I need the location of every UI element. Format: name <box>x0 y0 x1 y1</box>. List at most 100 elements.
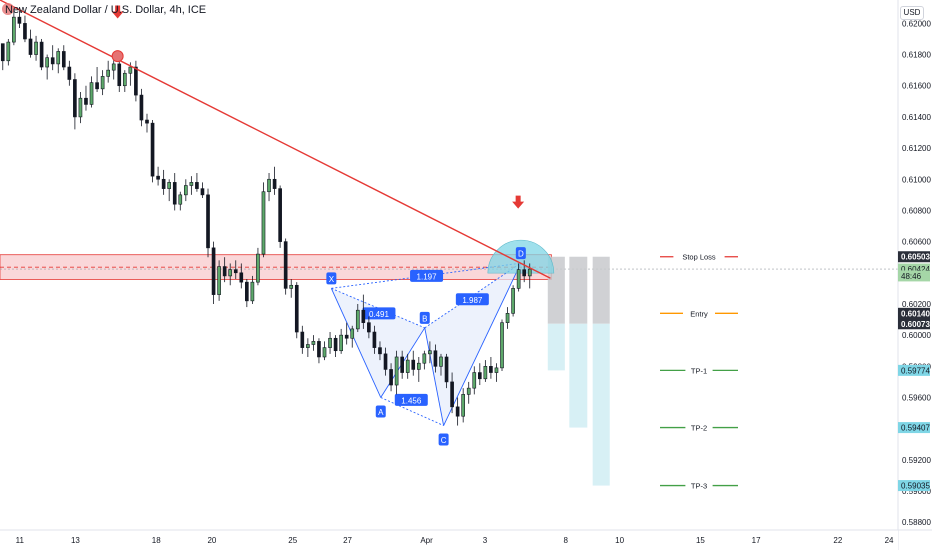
candle-up <box>311 341 316 345</box>
candle-up <box>89 82 94 105</box>
candle-up <box>289 284 294 289</box>
candle-down <box>28 38 33 55</box>
ratio-ac <box>380 397 444 426</box>
x-tick-label: Apr <box>420 536 433 545</box>
x-tick-label: 20 <box>207 536 216 545</box>
x-tick-label: 24 <box>885 536 894 545</box>
candle-up <box>167 182 172 189</box>
ratio-label: 1.456 <box>401 396 422 405</box>
point-label-b: B <box>422 314 427 323</box>
x-tick-label: 11 <box>16 536 25 545</box>
candle-up <box>472 372 477 389</box>
point-badge-b <box>419 311 430 324</box>
candle-up <box>355 309 360 330</box>
point-badge-a <box>375 405 386 418</box>
reward-box-1 <box>547 323 565 371</box>
level-label-bg <box>673 251 725 262</box>
time-axis-bg <box>0 530 898 550</box>
level-label-tp-1: TP-1 <box>691 366 707 375</box>
x-tick-label: 10 <box>615 536 624 545</box>
candle-up <box>322 347 327 358</box>
candle-up <box>339 334 343 352</box>
candle-down <box>222 266 227 277</box>
leg-bc <box>424 327 445 426</box>
level-label-stop-loss: Stop Loss <box>682 253 716 262</box>
risk-box-3 <box>592 256 610 324</box>
reward-box-3 <box>592 323 610 486</box>
y-tick-label: 0.61200 <box>902 144 931 153</box>
candle-up <box>261 191 266 255</box>
candle-up <box>439 356 443 367</box>
candle-down <box>367 322 371 333</box>
candle-down <box>294 284 299 333</box>
candle-down <box>134 66 138 96</box>
x-tick-label: 18 <box>152 536 161 545</box>
candle-down <box>206 194 210 249</box>
y-tick-label: 0.60200 <box>902 300 931 309</box>
candle-down <box>455 406 460 417</box>
price-axis[interactable]: 0.62000 0.61800 0.61600 0.61400 0.61200 0.610… <box>897 0 932 550</box>
candle-down <box>39 41 44 68</box>
candle-up <box>45 57 49 68</box>
price-badge <box>898 480 930 492</box>
price-badge <box>898 251 930 263</box>
leg-cd <box>443 262 522 426</box>
trend-touch-point <box>111 50 124 63</box>
candle-down <box>0 43 5 62</box>
candle-up <box>6 41 11 62</box>
candle-up <box>328 337 332 348</box>
level-label-bg <box>685 365 713 376</box>
candle-up <box>267 178 271 193</box>
candle-down <box>444 356 449 383</box>
candle-up <box>12 16 16 43</box>
candle-up <box>394 356 399 386</box>
level-label-tp-3: TP-3 <box>691 482 707 491</box>
candle-up <box>350 328 355 339</box>
candle-down <box>73 79 77 118</box>
ratio-xb <box>331 287 425 329</box>
candle-down <box>272 178 277 189</box>
price-badge-label: 0.59035 <box>901 482 930 491</box>
time-axis[interactable]: 11 13 18 20 25 27 Apr 3 8 10 15 17 22 24 <box>0 529 932 550</box>
candle-down <box>400 356 404 373</box>
y-tick-label: 0.61400 <box>902 113 931 122</box>
candle-down <box>117 63 122 87</box>
y-tick-label: 0.59200 <box>902 456 931 465</box>
candle-down <box>372 331 377 348</box>
price-badge <box>898 422 930 434</box>
candle-up <box>122 72 127 87</box>
candle-down <box>161 178 166 189</box>
price-badge-label: 0.59774 <box>901 366 930 375</box>
price-badge-label: 0.60424 <box>901 265 930 274</box>
price-badge-label: 0.60073 <box>901 320 930 329</box>
candle-down <box>450 381 454 408</box>
candle-up <box>500 322 504 369</box>
candle-down <box>489 366 493 373</box>
risk-box-2 <box>569 256 588 324</box>
y-tick-label: 0.59600 <box>902 394 931 403</box>
position-boxes-layer <box>547 256 610 486</box>
currency-badge[interactable]: USD <box>900 6 924 20</box>
leg-xa <box>330 288 382 398</box>
candle-down <box>239 272 244 283</box>
candle-up <box>461 394 466 417</box>
y-tick-label: 0.61600 <box>902 82 931 91</box>
y-tick-label: 0.60600 <box>902 238 931 247</box>
candle-down <box>61 51 66 68</box>
levels-layer: Stop Loss Entry TP-1 TP-2 TP-3 <box>660 251 738 491</box>
candle-down <box>477 372 482 380</box>
x-tick-label: 3 <box>483 536 488 545</box>
point-label-a: A <box>378 408 384 417</box>
trendline-layer <box>0 0 551 279</box>
candle-down <box>278 188 282 242</box>
candle-up <box>516 269 521 289</box>
price-badge-label: 48:46 <box>901 272 922 281</box>
y-tick-label: 0.61000 <box>902 175 931 184</box>
candle-down <box>200 188 205 196</box>
ratio-badge <box>410 269 444 282</box>
point-label-x: X <box>329 275 335 284</box>
x-tick-label: 22 <box>833 536 842 545</box>
candle-up <box>256 253 260 283</box>
y-tick-label: 0.58800 <box>902 518 931 527</box>
